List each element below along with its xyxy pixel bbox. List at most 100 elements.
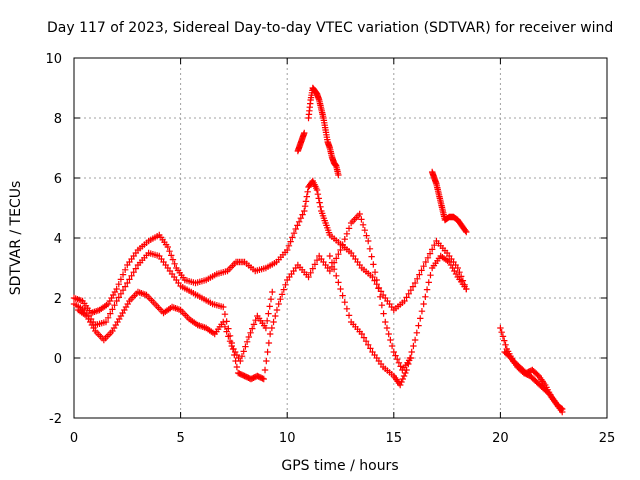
data-point [328, 259, 336, 266]
data-point [277, 296, 284, 303]
data-point [113, 297, 120, 305]
data-point [559, 408, 566, 416]
plot-frame [73, 57, 608, 419]
data-point [107, 310, 114, 317]
data-point [397, 363, 404, 370]
data-point [358, 216, 365, 223]
data-point [405, 290, 412, 297]
data-point [285, 242, 293, 249]
data-point [130, 269, 137, 276]
data-point [385, 330, 392, 338]
data-point [221, 311, 229, 318]
data-point [365, 237, 372, 245]
data-point [262, 324, 270, 332]
series-track-i [501, 348, 566, 416]
data-point [111, 302, 118, 309]
data-point [121, 283, 129, 290]
data-point [422, 258, 429, 266]
series-track-a [70, 177, 470, 317]
grid-lines [74, 58, 607, 418]
y-tick-label: 0 [54, 352, 62, 367]
data-point [337, 246, 344, 254]
data-point [221, 323, 229, 330]
data-point [335, 171, 342, 179]
data-point [268, 324, 276, 332]
data-point [304, 188, 311, 195]
data-point [261, 366, 269, 374]
data-point [463, 285, 470, 293]
data-point [132, 265, 140, 272]
data-point [462, 227, 469, 234]
data-point [428, 246, 436, 253]
x-tick-label: 0 [70, 431, 78, 446]
data-point [376, 293, 384, 300]
data-point [341, 236, 348, 243]
series-track-g [428, 168, 470, 236]
series-track-e [305, 84, 342, 179]
series-track-c [75, 288, 276, 365]
data-point [362, 338, 370, 345]
data-point [301, 203, 309, 210]
data-point [317, 203, 324, 210]
x-axis-label: GPS time / hours [281, 458, 398, 474]
data-point [124, 279, 131, 287]
y-tick-label: 4 [54, 232, 62, 247]
data-point [392, 352, 399, 359]
data-point [245, 333, 253, 341]
data-point [378, 302, 386, 309]
data-point [424, 254, 432, 261]
data-point [413, 329, 421, 336]
data-point [315, 195, 322, 202]
data-point [237, 357, 244, 365]
data-point [326, 252, 334, 260]
data-point [408, 348, 415, 356]
y-tick-label: 10 [45, 52, 62, 67]
data-point [415, 322, 422, 329]
data-point [405, 360, 412, 368]
data-point [343, 230, 351, 237]
data-point [356, 210, 363, 218]
data-point [220, 318, 227, 326]
data-point [501, 337, 508, 344]
data-point [264, 348, 271, 356]
data-point [117, 276, 125, 283]
data-point [297, 215, 305, 222]
data-point [382, 318, 389, 326]
data-point [249, 325, 256, 332]
data-point [414, 275, 421, 282]
data-point [282, 281, 289, 288]
data-point [407, 287, 415, 294]
data-point [169, 256, 177, 263]
data-point [238, 353, 246, 360]
data-point [263, 317, 271, 324]
data-point [115, 294, 122, 301]
data-point [420, 300, 427, 308]
data-point [498, 329, 505, 336]
data-point [294, 222, 301, 229]
x-tick-label: 25 [599, 431, 616, 446]
data-point [411, 279, 419, 287]
data-point [427, 272, 434, 279]
data-point [333, 272, 340, 279]
data-point [225, 333, 232, 340]
data-point [166, 248, 173, 255]
data-point [368, 253, 375, 260]
data-point [345, 312, 353, 319]
data-point [497, 324, 504, 332]
data-point [396, 381, 404, 389]
data-point [363, 232, 370, 239]
data-point [307, 269, 314, 276]
data-point [316, 199, 323, 206]
data-point [383, 324, 391, 332]
data-points [70, 84, 566, 416]
data-point [394, 356, 401, 363]
data-point [301, 207, 308, 215]
data-point [499, 333, 507, 340]
data-point [361, 227, 369, 234]
data-point [102, 318, 110, 326]
y-tick-label: 8 [54, 112, 62, 127]
data-point [267, 296, 275, 303]
data-point [335, 251, 342, 258]
data-point [343, 305, 351, 312]
data-point [330, 266, 338, 273]
